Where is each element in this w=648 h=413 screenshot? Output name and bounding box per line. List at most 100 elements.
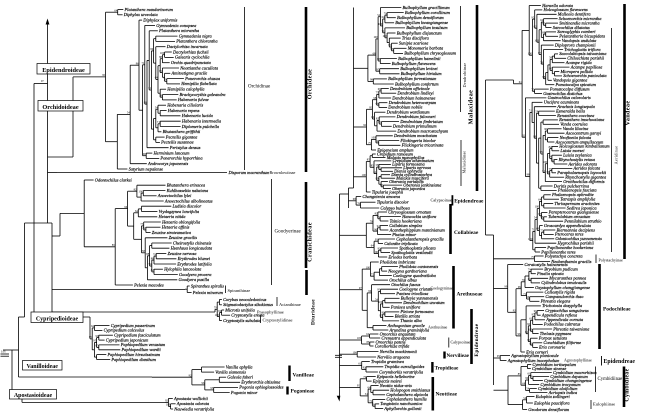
svg-text:Peristylus densus: Peristylus densus xyxy=(169,145,201,150)
svg-text:Epidendreae: Epidendreae xyxy=(474,323,480,356)
svg-text:Vandopsis undulata: Vandopsis undulata xyxy=(562,38,597,43)
svg-text:54: 54 xyxy=(127,111,130,115)
svg-text:Paphiopedilum wardii: Paphiopedilum wardii xyxy=(121,347,162,352)
svg-text:68: 68 xyxy=(378,87,381,91)
svg-text:Vanilleae: Vanilleae xyxy=(293,373,315,379)
svg-text:Dendrobium hainanense: Dendrobium hainanense xyxy=(391,95,435,100)
svg-text:Ascocentrum garayi: Ascocentrum garayi xyxy=(565,131,602,136)
svg-text:Apostasia odorata: Apostasia odorata xyxy=(176,401,210,406)
svg-text:Renanthera coccinea: Renanthera coccinea xyxy=(556,113,595,118)
svg-text:Cypripedioideae: Cypripedioideae xyxy=(36,316,79,322)
svg-text:Galeola faberi: Galeola faberi xyxy=(227,375,254,380)
svg-text:82: 82 xyxy=(525,330,528,334)
svg-text:79: 79 xyxy=(522,278,525,282)
svg-text:96: 96 xyxy=(375,250,378,254)
svg-text:Pholidota cantonensis: Pholidota cantonensis xyxy=(398,264,438,269)
svg-text:Paphiopedilum dianthum: Paphiopedilum dianthum xyxy=(110,357,156,362)
svg-text:61: 61 xyxy=(529,317,532,321)
svg-text:Pteroceras teres: Pteroceras teres xyxy=(554,232,584,237)
svg-text:85: 85 xyxy=(542,22,545,26)
svg-text:95: 95 xyxy=(377,288,380,292)
svg-text:95: 95 xyxy=(388,43,391,47)
svg-text:Cypripedium fasciculatum: Cypripedium fasciculatum xyxy=(114,333,160,338)
svg-text:Collabium simplex: Collabium simplex xyxy=(389,223,422,228)
svg-text:Orchideae: Orchideae xyxy=(307,69,314,100)
svg-text:Diurideae: Diurideae xyxy=(311,299,317,325)
svg-text:Dienia cylindrostachya: Dienia cylindrostachya xyxy=(390,172,433,177)
svg-text:Habenaria repens: Habenaria repens xyxy=(167,108,200,113)
svg-text:100: 100 xyxy=(535,205,540,209)
svg-text:Prasophyllinae: Prasophyllinae xyxy=(257,310,284,315)
svg-text:Hetaeria affinis: Hetaeria affinis xyxy=(161,225,190,230)
svg-text:Calanthe triplicata: Calanthe triplicata xyxy=(384,241,418,246)
svg-text:75: 75 xyxy=(549,167,552,171)
svg-text:Collabieae: Collabieae xyxy=(454,230,479,236)
svg-text:Holopogon smithianus: Holopogon smithianus xyxy=(389,388,430,393)
svg-text:88: 88 xyxy=(151,256,154,260)
svg-text:96: 96 xyxy=(526,295,529,299)
svg-text:Bulbophyllum hirtulum: Bulbophyllum hirtulum xyxy=(401,71,442,76)
svg-text:92: 92 xyxy=(378,246,381,250)
svg-text:Campanulorchis thao: Campanulorchis thao xyxy=(545,294,584,299)
svg-text:79: 79 xyxy=(357,201,360,205)
svg-text:Bulbophyllum densiflorum: Bulbophyllum densiflorum xyxy=(397,15,444,20)
svg-text:98: 98 xyxy=(144,100,147,104)
svg-text:Eriodes barbata: Eriodes barbata xyxy=(387,254,417,259)
svg-text:Nervilia mackinnonii: Nervilia mackinnonii xyxy=(379,349,418,354)
svg-text:Malaxis muscifera: Malaxis muscifera xyxy=(395,176,429,181)
svg-text:Spathoglottis plicata: Spathoglottis plicata xyxy=(399,245,436,250)
svg-text:Pomatocalpa spicatum: Pomatocalpa spicatum xyxy=(555,82,596,87)
svg-text:Dendrobiinae: Dendrobiinae xyxy=(462,63,467,88)
svg-text:Cranichideae: Cranichideae xyxy=(307,222,314,262)
svg-text:79: 79 xyxy=(528,268,531,272)
svg-text:Neottianthe cucullata: Neottianthe cucullata xyxy=(179,65,219,70)
svg-text:Crepidium ramosum: Crepidium ramosum xyxy=(377,151,413,156)
svg-text:90: 90 xyxy=(96,334,99,338)
svg-text:71: 71 xyxy=(523,292,526,296)
svg-text:Goodyerinae: Goodyerinae xyxy=(275,229,302,235)
svg-text:79: 79 xyxy=(153,252,156,256)
svg-text:Pelatantheria bicuspidata: Pelatantheria bicuspidata xyxy=(558,34,606,39)
svg-text:Dendrobium primulinum: Dendrobium primulinum xyxy=(392,124,437,129)
svg-text:Parapteroceras guangxiense: Parapteroceras guangxiense xyxy=(548,210,599,215)
svg-text:Tainia hookeriana: Tainia hookeriana xyxy=(390,218,423,223)
svg-text:100: 100 xyxy=(139,189,144,193)
svg-text:88: 88 xyxy=(367,340,370,344)
svg-text:Spathoglottis vestlandii: Spathoglottis vestlandii xyxy=(391,250,433,255)
svg-text:Orchis quadripunctata: Orchis quadripunctata xyxy=(171,60,212,65)
svg-text:Vandopsis gigantea: Vandopsis gigantea xyxy=(553,78,588,83)
svg-text:100: 100 xyxy=(528,328,533,332)
svg-text:82: 82 xyxy=(534,24,537,28)
svg-text:Bhutanthera griffithii: Bhutanthera griffithii xyxy=(163,129,201,134)
svg-text:97: 97 xyxy=(359,286,362,290)
svg-text:Apostasioideae: Apostasioideae xyxy=(14,393,53,399)
svg-text:Bulbophyllum forrestianum: Bulbophyllum forrestianum xyxy=(388,76,436,81)
svg-text:Esmeralda bella: Esmeralda bella xyxy=(555,108,586,113)
svg-text:Dendrobium macrostachyum: Dendrobium macrostachyum xyxy=(396,128,448,133)
svg-text:Dactylorhiza incarnata: Dactylorhiza incarnata xyxy=(166,44,209,49)
svg-text:Uncifera acuminata: Uncifera acuminata xyxy=(544,100,580,105)
svg-text:79: 79 xyxy=(214,306,217,310)
svg-text:54: 54 xyxy=(377,13,380,17)
svg-text:Goodyera pusilla: Goodyera pusilla xyxy=(179,277,210,282)
svg-text:90: 90 xyxy=(544,127,547,131)
svg-text:64: 64 xyxy=(91,324,94,328)
svg-text:Panisea uniflora: Panisea uniflora xyxy=(390,305,421,310)
svg-text:Diplomeris pulchella: Diplomeris pulchella xyxy=(181,124,220,129)
svg-text:Habenaria intermedia: Habenaria intermedia xyxy=(181,119,222,124)
svg-text:58: 58 xyxy=(142,249,145,253)
svg-text:Androcorys japonensis: Androcorys japonensis xyxy=(147,161,188,166)
svg-text:Bulbophyllum kwangtungense: Bulbophyllum kwangtungense xyxy=(395,20,448,25)
svg-text:75: 75 xyxy=(140,222,143,226)
svg-text:Vanilloideae: Vanilloideae xyxy=(26,364,58,370)
svg-text:Pelexia minarum: Pelexia minarum xyxy=(192,290,223,295)
svg-text:Platanthera micrantha: Platanthera micrantha xyxy=(158,28,200,33)
svg-text:Oberonia jenkinsiana: Oberonia jenkinsiana xyxy=(403,182,442,187)
svg-text:Dendrochilum uncatum: Dendrochilum uncatum xyxy=(402,300,444,305)
svg-text:Pholidota imbricata: Pholidota imbricata xyxy=(379,259,416,264)
svg-text:Renanthera imschootiana: Renanthera imschootiana xyxy=(558,117,605,122)
svg-text:92: 92 xyxy=(189,373,192,377)
svg-text:95: 95 xyxy=(379,314,382,318)
svg-text:Saccolabiopsis taiwaniana: Saccolabiopsis taiwaniana xyxy=(559,51,607,56)
svg-text:95: 95 xyxy=(102,73,105,77)
